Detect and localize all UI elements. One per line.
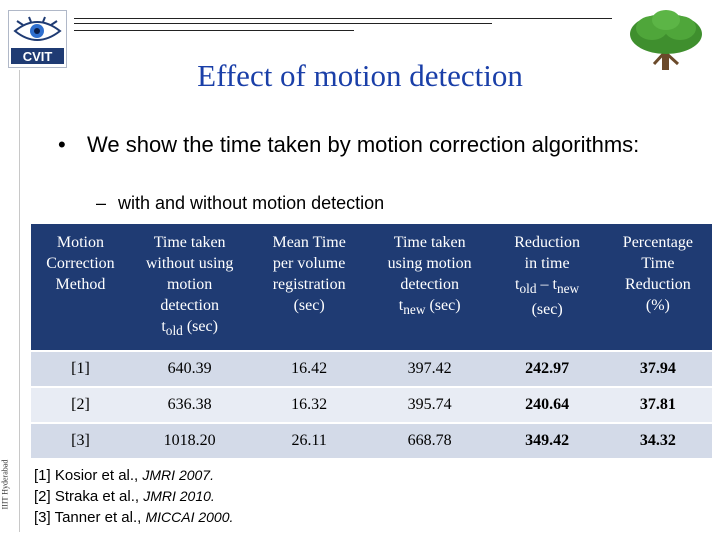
results-table: Motion Correction Method Time taken with… xyxy=(31,224,712,458)
reference-item: [3] Tanner et al., MICCAI 2000. xyxy=(34,509,234,526)
cell-mean-time: 16.32 xyxy=(249,386,369,423)
reference-item: [2] Straka et al., JMRI 2010. xyxy=(34,488,215,505)
cell-reduction: 242.97 xyxy=(490,350,604,387)
table-header-row: Motion Correction Method Time taken with… xyxy=(31,224,712,351)
table-row: [1] 640.39 16.42 397.42 242.97 37.94 xyxy=(31,350,712,387)
eye-icon xyxy=(13,16,62,41)
cell-percentage: 34.32 xyxy=(603,422,712,458)
cell-reduction: 240.64 xyxy=(490,386,604,423)
slide-title: Effect of motion detection xyxy=(197,58,523,93)
cell-method: [1] xyxy=(31,350,130,387)
sub-bullet-text: with and without motion detection xyxy=(118,193,385,213)
cell-percentage: 37.94 xyxy=(603,350,712,387)
header-rule xyxy=(74,18,612,19)
tree-logo-icon xyxy=(624,6,708,72)
bullet-point: • We show the time taken by motion corre… xyxy=(58,130,658,159)
cell-time-without: 640.39 xyxy=(129,350,250,387)
table-row: [2] 636.38 16.32 395.74 240.64 37.81 xyxy=(31,386,712,423)
sub-bullet: – with and without motion detection xyxy=(96,193,384,214)
cell-percentage: 37.81 xyxy=(603,386,712,423)
header-rule xyxy=(74,30,354,31)
cell-mean-time: 16.42 xyxy=(249,350,369,387)
bullet-icon: • xyxy=(58,132,66,157)
dash-icon: – xyxy=(96,193,107,213)
table-row: [3] 1018.20 26.11 668.78 349.42 34.32 xyxy=(31,422,712,458)
cell-method: [3] xyxy=(31,422,130,458)
logo-text: CVIT xyxy=(23,49,53,64)
cell-reduction: 349.42 xyxy=(490,422,604,458)
header-method: Motion Correction Method xyxy=(31,224,130,351)
cell-time-without: 636.38 xyxy=(129,386,250,423)
side-rule xyxy=(19,70,20,532)
cell-time-with: 668.78 xyxy=(368,422,491,458)
cvit-logo: CVIT xyxy=(8,10,67,68)
cell-method: [2] xyxy=(31,386,130,423)
header-reduction: Reduction in time told – tnew (sec) xyxy=(490,224,604,351)
reference-item: [1] Kosior et al., JMRI 2007. xyxy=(34,467,214,484)
header-mean-time: Mean Time per volume registration (sec) xyxy=(249,224,369,351)
cell-time-with: 397.42 xyxy=(368,350,491,387)
cell-time-with: 395.74 xyxy=(368,386,491,423)
institution-label: IIIT Hyderabad xyxy=(0,459,10,510)
header-rule xyxy=(74,23,492,24)
header-time-without: Time taken without using motion detectio… xyxy=(129,224,250,351)
header-time-with: Time taken using motion detection tnew (… xyxy=(368,224,491,351)
cell-time-without: 1018.20 xyxy=(129,422,250,458)
header-percentage: Percentage Time Reduction (%) xyxy=(603,224,712,351)
bullet-text: We show the time taken by motion correct… xyxy=(87,132,640,157)
cell-mean-time: 26.11 xyxy=(249,422,369,458)
references: [1] Kosior et al., JMRI 2007. [2] Straka… xyxy=(34,465,233,528)
